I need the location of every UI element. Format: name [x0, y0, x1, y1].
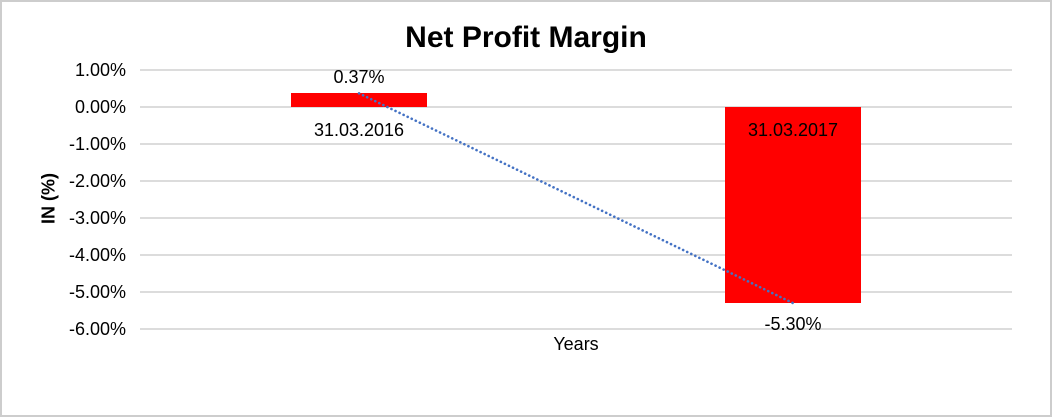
x-axis-title: Years [553, 334, 599, 354]
y-tick-label: -2.00% [68, 171, 126, 191]
category-label: 31.03.2017 [747, 120, 839, 140]
gridline [140, 106, 1012, 108]
y-tick-label: 0.00% [74, 97, 126, 117]
value-label: -5.30% [764, 314, 822, 335]
gridline [140, 254, 1012, 256]
category-label: 31.03.2016 [313, 120, 405, 140]
gridline [140, 143, 1012, 145]
chart-title: Net Profit Margin [405, 21, 647, 54]
y-tick-label: -3.00% [68, 208, 126, 228]
value-label: 0.37% [333, 67, 385, 88]
y-tick-label: -5.00% [68, 282, 126, 302]
y-tick-label: -1.00% [68, 134, 126, 154]
y-tick-label: -4.00% [68, 245, 126, 265]
gridline [140, 180, 1012, 182]
gridline [140, 217, 1012, 219]
gridline [140, 328, 1012, 330]
y-tick-label: -6.00% [68, 319, 126, 339]
gridline [140, 291, 1012, 293]
y-tick-label: 1.00% [74, 60, 126, 80]
gridline [140, 69, 1012, 71]
bar-31.03.2016 [291, 93, 427, 107]
